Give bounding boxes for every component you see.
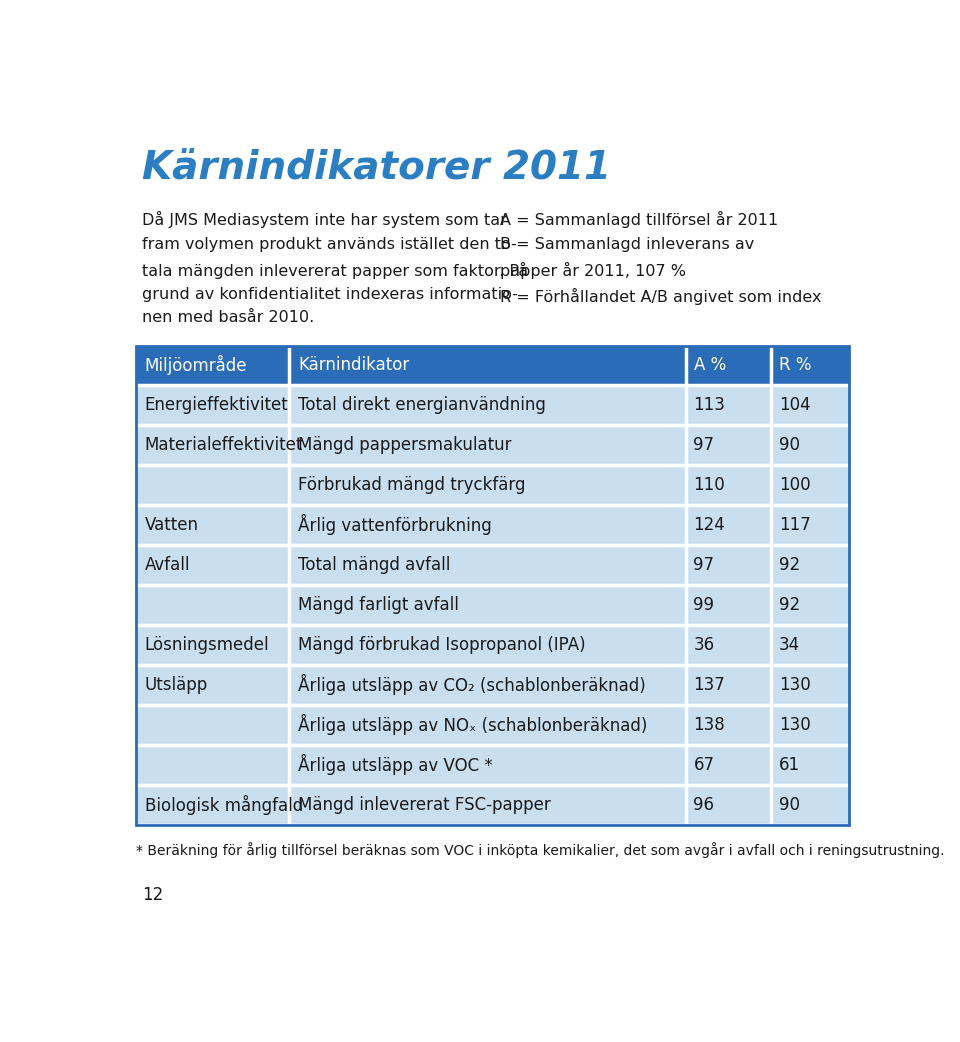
Text: Mängd pappersmakulatur: Mängd pappersmakulatur (299, 436, 512, 453)
Text: Mängd förbrukad Isopropanol (IPA): Mängd förbrukad Isopropanol (IPA) (299, 636, 586, 653)
Text: Årliga utsläpp av CO₂ (schablonberäknad): Årliga utsläpp av CO₂ (schablonberäknad) (299, 674, 646, 695)
Text: Avfall: Avfall (145, 555, 190, 574)
Text: 67: 67 (693, 755, 714, 774)
Text: 61: 61 (779, 755, 800, 774)
Text: Mängd farligt avfall: Mängd farligt avfall (299, 596, 459, 614)
Text: Total mängd avfall: Total mängd avfall (299, 555, 450, 574)
Text: 117: 117 (779, 516, 810, 534)
Text: 90: 90 (779, 796, 800, 814)
Text: 124: 124 (693, 516, 725, 534)
Text: 110: 110 (693, 475, 725, 494)
Text: Biologisk mångfald: Biologisk mångfald (145, 795, 303, 815)
Text: 12: 12 (142, 887, 163, 904)
Text: 90: 90 (779, 436, 800, 453)
Text: 92: 92 (779, 555, 800, 574)
Text: Utsläpp: Utsläpp (145, 676, 208, 694)
Text: 97: 97 (693, 555, 714, 574)
Text: Årlig vattenförbrukning: Årlig vattenförbrukning (299, 514, 492, 536)
Text: 34: 34 (779, 636, 800, 653)
Text: 92: 92 (779, 596, 800, 614)
Text: Kärnindikatorer 2011: Kärnindikatorer 2011 (142, 150, 611, 188)
Text: A %: A % (693, 356, 726, 374)
Text: Förbrukad mängd tryckfärg: Förbrukad mängd tryckfärg (299, 475, 526, 494)
Text: A = Sammanlagd tillförsel år 2011
B = Sammanlagd inleverans av
papper år 2011, 1: A = Sammanlagd tillförsel år 2011 B = Sa… (500, 212, 821, 305)
Text: 96: 96 (693, 796, 714, 814)
Text: Årliga utsläpp av VOC *: Årliga utsläpp av VOC * (299, 754, 493, 775)
Text: Kärnindikator: Kärnindikator (299, 356, 410, 374)
Text: 130: 130 (779, 676, 810, 694)
Text: 99: 99 (693, 596, 714, 614)
Bar (135, 346, 849, 384)
Text: * Beräkning för årlig tillförsel beräknas som VOC i inköpta kemikalier, det som : * Beräkning för årlig tillförsel beräkna… (135, 842, 944, 858)
Text: Årliga utsläpp av NOₓ (schablonberäknad): Årliga utsläpp av NOₓ (schablonberäknad) (299, 715, 648, 736)
Text: Miljöområde: Miljöområde (145, 355, 248, 375)
Text: Energieffektivitet: Energieffektivitet (145, 396, 289, 414)
Text: 138: 138 (693, 716, 725, 734)
Text: Då JMS Mediasystem inte har system som tar
fram volymen produkt används istället: Då JMS Mediasystem inte har system som t… (142, 212, 528, 325)
Text: 104: 104 (779, 396, 810, 414)
Text: 100: 100 (779, 475, 810, 494)
Text: 36: 36 (693, 636, 714, 653)
Text: 137: 137 (693, 676, 725, 694)
Text: 113: 113 (693, 396, 726, 414)
Text: 97: 97 (693, 436, 714, 453)
Text: Mängd inlevererat FSC-papper: Mängd inlevererat FSC-papper (299, 796, 551, 814)
Text: R %: R % (779, 356, 811, 374)
Text: Lösningsmedel: Lösningsmedel (145, 636, 270, 653)
Text: Materialeffektivitet: Materialeffektivitet (145, 436, 303, 453)
Bar (135, 346, 849, 825)
Text: Total direkt energianvändning: Total direkt energianvändning (299, 396, 546, 414)
Text: Vatten: Vatten (145, 516, 199, 534)
Bar (135, 384, 849, 825)
Text: 130: 130 (779, 716, 810, 734)
